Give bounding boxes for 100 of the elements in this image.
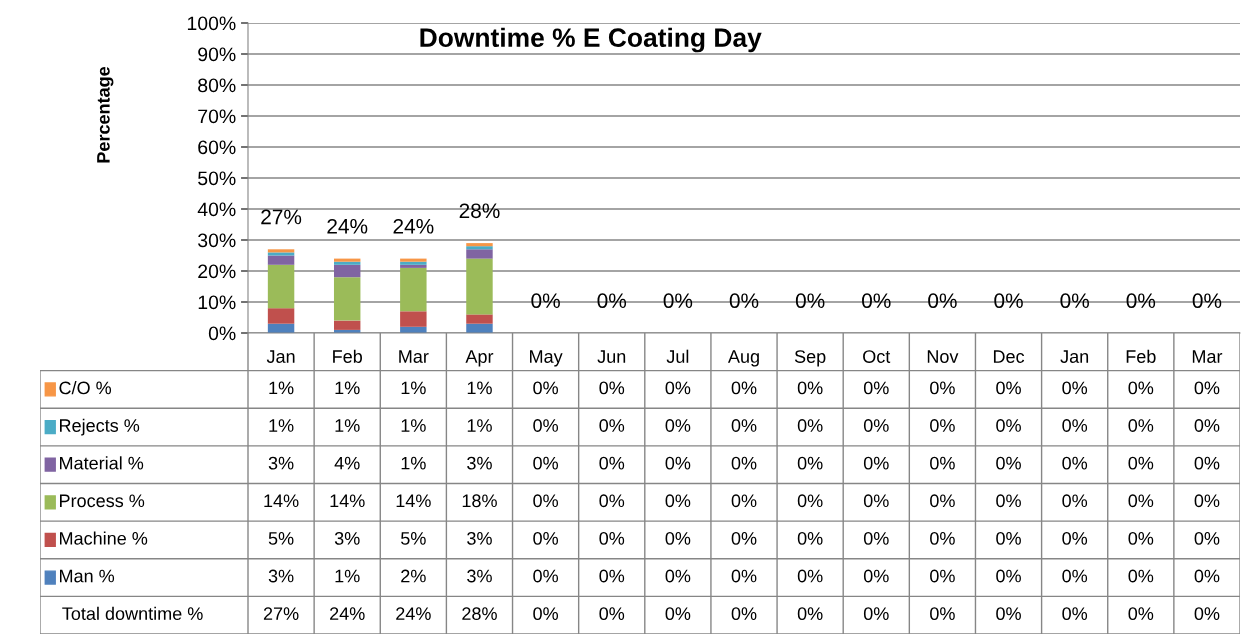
total-label: 27%	[261, 209, 302, 225]
text: 0%	[996, 607, 1021, 621]
data-label: 0%	[1128, 494, 1154, 508]
legend-label: Process %	[60, 494, 145, 508]
x-tick-label: Aug	[727, 350, 759, 367]
text: 0%	[665, 607, 691, 621]
data-label: 14%	[330, 494, 365, 508]
x-tick-label: Nov	[927, 350, 959, 363]
data-label: 0%	[797, 381, 823, 395]
text: Total downtime %	[62, 606, 203, 621]
total-label: 0%	[531, 293, 560, 309]
text: 28%	[462, 607, 497, 621]
x-tick-label: Oct	[863, 350, 891, 363]
data-label: 0%	[1128, 532, 1154, 545]
data-label: 0%	[731, 569, 757, 583]
x-tick-label: Sep	[794, 350, 826, 367]
total-label: 0%	[1060, 293, 1089, 309]
data-label: 1%	[269, 381, 294, 395]
bar	[333, 320, 361, 330]
y-tick-label: 0%	[208, 326, 236, 341]
total-label: 0%	[994, 293, 1023, 309]
data-label: 0%	[1194, 494, 1220, 508]
total-label: 0%	[729, 293, 759, 309]
data-label: 3%	[268, 456, 294, 470]
data-label: 0%	[797, 532, 823, 545]
data-label: 1%	[467, 381, 492, 395]
total-label: 0%	[663, 293, 693, 309]
data-label: 0%	[665, 419, 691, 432]
data-label: 0%	[731, 532, 757, 545]
text: 0%	[1128, 607, 1154, 621]
total-label: 0%	[1192, 293, 1222, 309]
y-tick-label: 50%	[198, 171, 236, 186]
data-label: 0%	[1194, 381, 1220, 395]
data-label: 0%	[930, 381, 955, 395]
data-label: 1%	[335, 569, 360, 583]
data-label: 0%	[996, 456, 1021, 470]
legend-label: Man %	[60, 569, 115, 583]
text: 0%	[533, 607, 559, 621]
data-label: 0%	[599, 381, 625, 395]
data-label: 0%	[731, 456, 757, 470]
bar	[466, 314, 493, 324]
data-label: 0%	[1128, 381, 1154, 395]
data-label: 0%	[1194, 456, 1220, 470]
data-label: 0%	[863, 532, 889, 545]
data-label: 0%	[930, 532, 955, 545]
data-label: 0%	[731, 381, 757, 395]
data-label: 5%	[401, 532, 426, 545]
data-label: 0%	[996, 419, 1021, 432]
data-label: 0%	[599, 532, 625, 545]
x-tick-label: Jun	[597, 350, 626, 363]
legend-label: C/O %	[59, 381, 112, 395]
data-label: 14%	[264, 494, 299, 508]
data-label: 0%	[863, 381, 889, 395]
data-label: 0%	[665, 494, 691, 508]
data-label: 3%	[467, 569, 492, 583]
bar	[267, 255, 295, 265]
data-label: 0%	[996, 569, 1021, 583]
total-label: 0%	[928, 293, 957, 309]
data-label: 3%	[334, 532, 360, 545]
data-label: 0%	[1194, 569, 1220, 583]
data-label: 0%	[863, 419, 889, 432]
text: 0%	[863, 607, 889, 621]
data-label: 0%	[599, 494, 625, 508]
bar	[333, 264, 361, 278]
x-tick-label: Jul	[666, 349, 689, 363]
data-label: 0%	[533, 532, 559, 545]
text: 0%	[599, 607, 625, 621]
y-tick-label: 80%	[198, 78, 236, 93]
x-tick-label: Jan	[1060, 350, 1089, 363]
total-label: 24%	[327, 218, 368, 234]
bar	[333, 277, 361, 321]
data-label: 1%	[269, 419, 294, 432]
y-tick-label: 60%	[198, 140, 236, 155]
data-label: 1%	[335, 419, 360, 432]
x-tick-label: May	[530, 350, 563, 367]
data-label: 18%	[462, 494, 497, 508]
data-label: 5%	[268, 532, 294, 545]
data-label: 0%	[930, 569, 955, 583]
y-tick-label: 20%	[198, 264, 236, 279]
data-label: 0%	[996, 381, 1021, 395]
data-label: 0%	[1194, 532, 1220, 545]
data-label: 0%	[731, 494, 757, 508]
data-label: 14%	[396, 494, 431, 508]
data-label: 0%	[1062, 419, 1088, 432]
x-tick-label: Feb	[333, 349, 362, 363]
data-label: 0%	[599, 569, 625, 583]
data-label: 3%	[467, 532, 492, 545]
y-tick-label: 90%	[198, 47, 236, 62]
data-label: 0%	[996, 532, 1021, 545]
data-label: 0%	[863, 456, 889, 470]
data-label: 3%	[268, 569, 294, 583]
data-label: 0%	[599, 456, 625, 470]
total-label: 0%	[862, 293, 891, 309]
y-tick-label: 100%	[187, 16, 236, 31]
legend-label: Rejects %	[60, 418, 140, 436]
bar	[267, 308, 295, 324]
y-axis-title: Percentage	[97, 66, 114, 163]
bar	[466, 249, 493, 259]
data-label: 0%	[1128, 569, 1154, 583]
bar	[466, 258, 493, 315]
